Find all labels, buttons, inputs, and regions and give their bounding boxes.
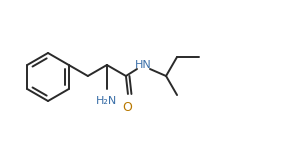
Text: HN: HN [135,60,151,70]
Text: H₂N: H₂N [96,96,118,106]
Text: O: O [122,101,132,114]
